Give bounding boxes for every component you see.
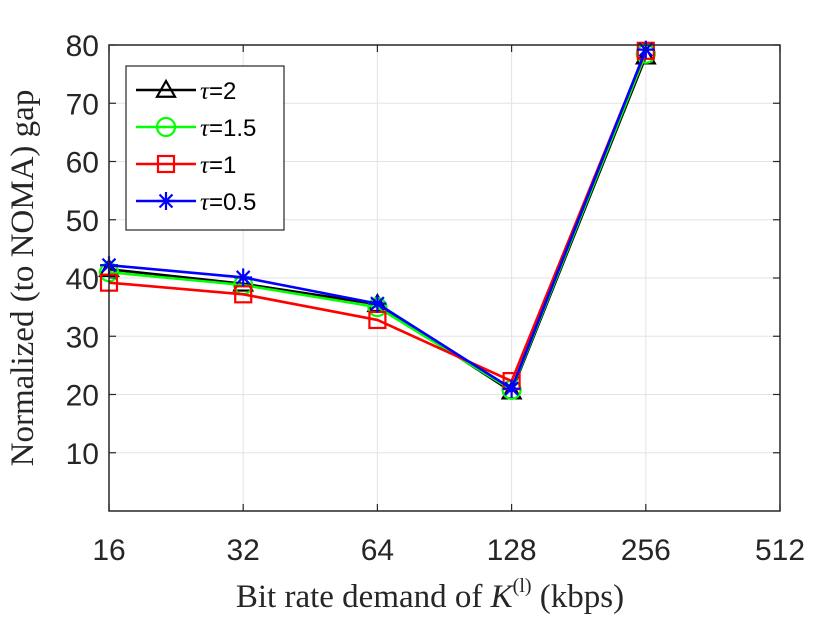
data-point [502, 379, 521, 398]
x-tick-label: 64 [361, 534, 394, 567]
legend-marker [155, 78, 177, 98]
y-tick-label: 80 [66, 30, 99, 63]
ticks: 16 32 64 128 256 512 10 20 30 40 50 60 70 80 [66, 30, 805, 567]
legend-label: τ=1.5 [200, 115, 256, 142]
y-axis-title: Normalized (to NOMA) gap [5, 90, 41, 467]
legend-box [125, 65, 285, 231]
y-tick-label: 30 [66, 321, 99, 354]
star-stroke [504, 381, 519, 396]
y-tick-label: 50 [66, 205, 99, 238]
star-stroke [235, 270, 251, 285]
x-tick-label: 128 [487, 534, 537, 567]
legend-label: τ=2 [200, 78, 236, 105]
legend: τ=2 τ=1.5 τ=1 τ=0.5 [125, 65, 285, 231]
x-tick-label: 256 [621, 534, 671, 567]
y-tick-label: 70 [66, 88, 99, 121]
legend-marker [157, 192, 175, 210]
x-tick-label: 512 [755, 534, 805, 567]
legend-label: τ=1 [200, 152, 236, 179]
x-axis-title: Bit rate demand of K(l) (kbps) [236, 575, 624, 615]
y-tick-label: 60 [66, 147, 99, 180]
star-stroke [370, 296, 385, 311]
y-tick-label: 20 [66, 380, 99, 413]
y-tick-label: 40 [66, 263, 99, 296]
star-stroke [158, 193, 174, 209]
x-tick-label: 32 [227, 534, 260, 567]
legend-label: τ=0.5 [200, 189, 256, 216]
series-line [108, 50, 648, 383]
y-tick-label: 10 [66, 438, 99, 471]
data-point [368, 294, 387, 313]
legend-marker [155, 116, 177, 138]
legend-marker [156, 154, 176, 174]
x-tick-label: 16 [92, 534, 125, 567]
data-point [234, 268, 253, 287]
